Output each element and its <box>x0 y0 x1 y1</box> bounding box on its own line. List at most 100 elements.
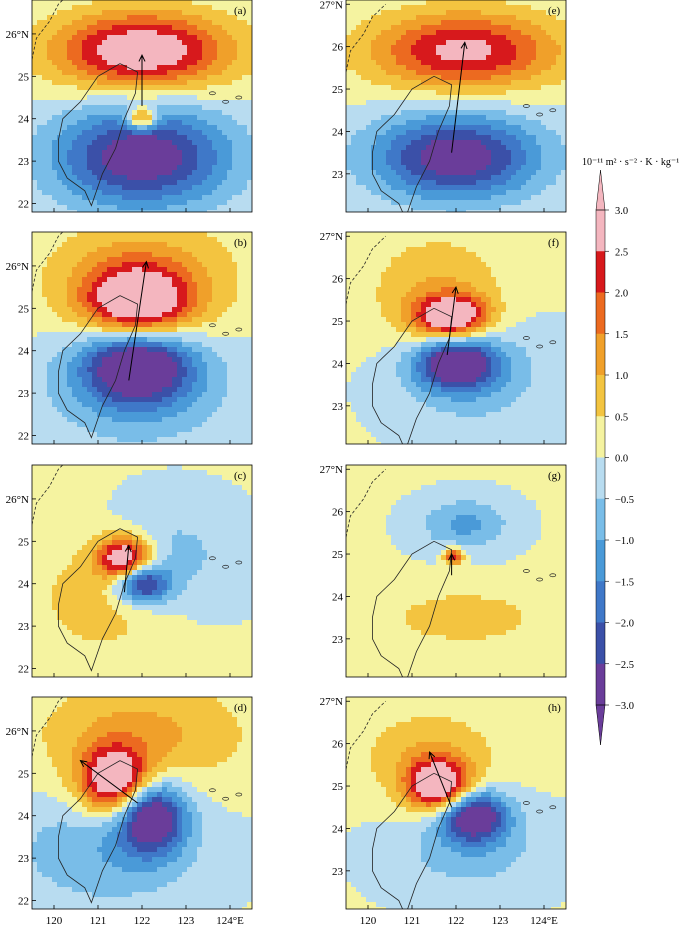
contour-field <box>32 697 252 909</box>
colorbar-max-extend <box>595 169 606 211</box>
y-tick-label: 23 <box>332 866 344 878</box>
colorbar-tick-label: −3.0 <box>615 701 634 712</box>
x-tick-label: 123 <box>178 915 195 927</box>
island-outline <box>536 112 543 117</box>
y-tick-label: 27°N <box>320 231 343 243</box>
y-tick-label: 23 <box>332 169 344 181</box>
x-tick-label: 120 <box>360 915 377 927</box>
motion-arrow <box>429 751 453 808</box>
panel-label: (g) <box>548 470 561 482</box>
y-tick-label: 25 <box>18 71 30 83</box>
y-tick-label: 23 <box>332 401 344 413</box>
colorbar-bin <box>596 540 605 582</box>
contour-field <box>346 697 566 909</box>
colorbar-bin <box>596 251 605 293</box>
y-tick-label: 23 <box>332 634 344 646</box>
island-outline <box>549 805 557 810</box>
y-tick-label: 24 <box>332 358 344 370</box>
island-outline <box>523 801 530 805</box>
panel-b: (b) 26°N 25 24 23 22 <box>6 231 253 445</box>
arrow-head <box>124 544 132 553</box>
motion-arrow <box>446 287 457 356</box>
colorbar-tick-label: 1.0 <box>615 371 628 382</box>
x-tick-label: 124°E <box>530 915 558 927</box>
y-tick-label: 25 <box>332 549 344 561</box>
panel-g: (g) 27°N 26 25 24 23 <box>320 464 567 678</box>
contour-field <box>346 0 566 212</box>
arrow-head <box>428 751 436 760</box>
panel-label: (f) <box>548 237 559 249</box>
contour-field <box>32 232 252 444</box>
y-tick-label: 26 <box>332 507 344 519</box>
y-tick-label: 24 <box>18 811 30 823</box>
island-outline <box>549 108 557 113</box>
arrow-head <box>460 41 468 50</box>
y-tick-label: 24 <box>332 126 344 138</box>
panel-label: (d) <box>234 702 247 714</box>
contour-field <box>32 0 252 212</box>
y-tick-label: 27°N <box>320 0 343 11</box>
taiwan-coastline <box>58 63 139 207</box>
colorbar-bin <box>596 498 605 541</box>
y-tick-label: 22 <box>18 896 29 908</box>
island-outline <box>536 809 543 814</box>
y-tick-label: 25 <box>332 84 344 96</box>
island-outline <box>209 91 216 96</box>
y-tick-label: 22 <box>18 664 29 676</box>
island-outline <box>523 336 530 340</box>
y-tick-label: 22 <box>18 199 29 211</box>
y-tick-label: 27°N <box>320 696 343 708</box>
y-tick-label: 26°N <box>6 29 29 41</box>
island-outline <box>209 556 216 561</box>
y-tick-label: 26°N <box>6 261 29 273</box>
panel-label: (h) <box>548 702 561 714</box>
island-outline <box>235 327 243 332</box>
taiwan-coastline <box>58 528 139 672</box>
island-outline <box>523 104 530 108</box>
colorbar-tick-label: −2.0 <box>615 619 634 630</box>
colorbar-tick-label: 0.0 <box>615 454 628 465</box>
arrow-head <box>451 285 459 294</box>
taiwan-coastline <box>371 540 453 677</box>
x-tick-label: 121 <box>90 915 107 927</box>
panel-grid: (a) 26°N 25 24 23 22 (e) 27°N 26 25 24 23 (b) 26°N 25 2… <box>6 0 567 927</box>
y-tick-label: 25 <box>18 303 30 315</box>
colorbar-bin <box>596 663 605 706</box>
y-tick-label: 23 <box>18 388 30 400</box>
arrow-head <box>142 260 149 269</box>
panel-e: (e) 27°N 26 25 24 23 <box>320 0 567 213</box>
y-tick-label: 27°N <box>320 464 343 476</box>
y-tick-label: 26 <box>332 274 344 286</box>
island-outline <box>549 573 557 578</box>
contour-field <box>346 232 566 444</box>
colorbar-bin <box>596 292 605 335</box>
panel-label: (c) <box>234 470 247 482</box>
island-outline <box>536 577 543 582</box>
taiwan-coastline <box>371 772 453 909</box>
panel-c: (c) 26°N 25 24 23 22 <box>6 464 253 678</box>
x-tick-label: 121 <box>404 915 421 927</box>
motion-arrow <box>80 760 138 804</box>
island-outline <box>235 560 243 565</box>
colorbar-tick-label: 2.0 <box>615 289 628 300</box>
x-tick-label: 124°E <box>216 915 244 927</box>
panel-h: (h) 27°N 26 25 24 23 120 121 122 123 124°E <box>320 696 567 927</box>
island-outline <box>222 564 229 569</box>
y-tick-label: 22 <box>18 431 29 443</box>
island-outline <box>549 340 557 345</box>
y-tick-label: 26 <box>332 739 344 751</box>
colorbar-tick-label: 1.5 <box>615 330 628 341</box>
y-tick-label: 25 <box>18 768 30 780</box>
y-tick-label: 24 <box>332 591 344 603</box>
island-outline <box>209 323 216 328</box>
motion-arrow <box>128 261 147 381</box>
y-tick-label: 24 <box>18 114 30 126</box>
panel-label: (b) <box>234 237 247 249</box>
y-tick-label: 23 <box>18 621 30 633</box>
colorbar-bin <box>596 457 605 500</box>
taiwan-coastline <box>371 307 453 444</box>
y-tick-label: 24 <box>18 579 30 591</box>
taiwan-coastline <box>58 295 139 439</box>
colorbar-bin <box>596 210 605 252</box>
panel-label: (e) <box>548 5 561 17</box>
